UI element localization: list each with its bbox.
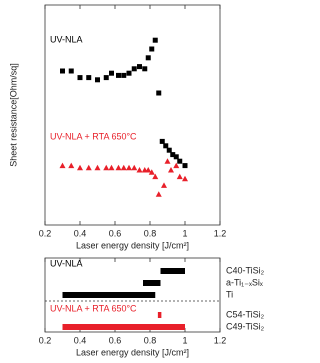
x-axis-label: Laser energy density [J/cm²] [76, 347, 189, 357]
plot-frame [44, 257, 221, 333]
x-axis-label: Laser energy density [J/cm²] [76, 240, 189, 250]
point [109, 70, 114, 76]
row-label: a-Ti₁₋ₓSiₓ [226, 277, 263, 287]
x-tick-label: 1 [182, 228, 187, 238]
point [173, 154, 179, 160]
plot-frame [44, 4, 221, 226]
x-tick-label: 0.8 [144, 335, 157, 345]
row-label: Ti [226, 289, 233, 299]
point [131, 66, 137, 72]
point [166, 147, 172, 153]
point [103, 164, 110, 171]
point [164, 158, 171, 164]
point [163, 143, 169, 149]
point [176, 173, 183, 180]
y-axis-label: Sheet resistance[Ohm/sq] [8, 63, 18, 167]
series-label: UV-NLA [50, 258, 83, 268]
x-tick-label: 0.2 [39, 228, 52, 238]
point [121, 72, 127, 78]
x-tick-label: 1 [182, 335, 187, 345]
point [126, 70, 132, 76]
point [161, 182, 167, 188]
x-tick-label: 0.6 [109, 335, 122, 345]
point [103, 75, 109, 81]
point [155, 191, 162, 197]
x-tick-label: 0.4 [74, 228, 87, 238]
point [68, 162, 75, 169]
point [168, 167, 174, 173]
point [60, 68, 65, 74]
point [77, 164, 83, 171]
x-tick-label: 1.2 [214, 228, 227, 238]
point [131, 164, 138, 171]
x-tick-label: 0.2 [39, 335, 52, 345]
series-label: UV-NLA + RTA 650°C [50, 303, 137, 313]
point [137, 64, 142, 70]
point [182, 175, 188, 182]
point [152, 173, 159, 180]
x-tick-label: 0.4 [74, 335, 87, 345]
x-tick-label: 0.8 [144, 228, 157, 238]
point [85, 164, 92, 171]
x-tick-label: 1.2 [214, 335, 227, 345]
point [68, 68, 74, 74]
point [173, 162, 180, 169]
row-label: C49-TiSi₂ [226, 321, 265, 331]
point [116, 72, 121, 78]
x-tick-label: 0.6 [109, 228, 122, 238]
point [120, 164, 127, 171]
series-label: UV-NLA + RTA 650°C [50, 131, 137, 141]
point [156, 90, 162, 96]
point [126, 164, 132, 171]
point [94, 164, 101, 171]
range-bar [62, 292, 156, 298]
point [152, 37, 158, 43]
point [148, 169, 155, 175]
range-bar [157, 312, 162, 318]
point [145, 167, 152, 173]
point [182, 163, 188, 169]
range-bar [160, 268, 185, 274]
range-bar [62, 324, 185, 330]
point [159, 138, 165, 144]
series-label: UV-NLA [50, 34, 83, 44]
figure: 0.2 0.4 0.6 0.8 1 1.2 Laser energy density [J/… [8, 4, 265, 357]
point [77, 75, 83, 81]
row-label: C40-TiSi₂ [226, 265, 265, 275]
row-label: C54-TiSi₂ [226, 309, 265, 319]
point [149, 46, 155, 52]
point [108, 164, 115, 171]
point [95, 77, 100, 83]
point [136, 167, 143, 173]
point [86, 75, 92, 81]
point [142, 66, 148, 72]
point [145, 55, 151, 61]
point [115, 164, 122, 171]
range-bar [143, 280, 161, 286]
point [177, 158, 183, 164]
point [170, 152, 176, 158]
point [59, 162, 66, 169]
